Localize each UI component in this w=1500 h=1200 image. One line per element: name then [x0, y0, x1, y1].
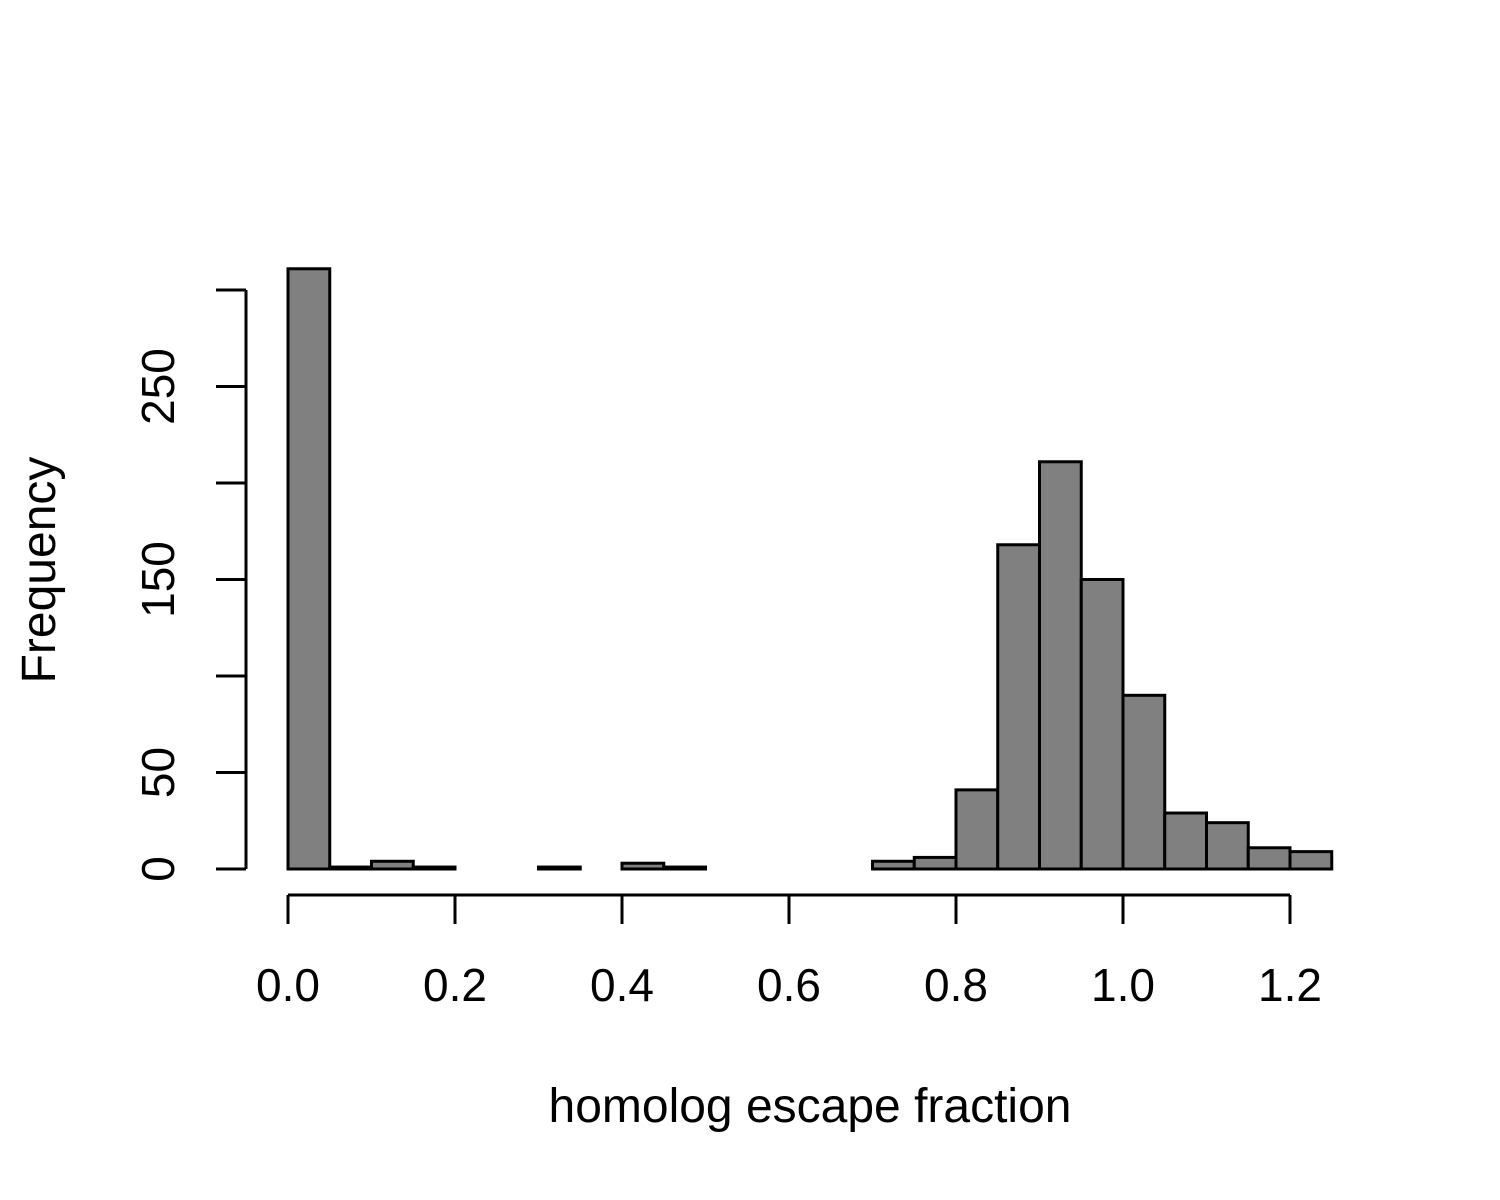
x-tick-label: 0.0	[256, 959, 320, 1011]
x-tick-label: 1.2	[1258, 959, 1322, 1011]
histogram-bar	[954, 788, 1000, 871]
bars-group	[286, 267, 1334, 871]
histogram-bar	[286, 267, 332, 871]
x-tick-label: 1.0	[1091, 959, 1155, 1011]
histogram-bar	[1163, 811, 1208, 871]
histogram-bar	[1121, 693, 1167, 871]
histogram-bar	[912, 855, 958, 871]
histogram-bar	[996, 543, 1041, 871]
y-tick-label: 50	[132, 747, 184, 798]
histogram-bar	[537, 865, 582, 871]
x-axis-title: homolog escape fraction	[549, 1080, 1072, 1133]
histogram-bar	[871, 859, 916, 871]
y-tick-label: 0	[132, 856, 184, 882]
y-tick-label: 250	[132, 348, 184, 425]
histogram-bar	[1205, 821, 1250, 871]
histogram-bar	[1246, 846, 1292, 871]
x-tick-label: 0.4	[590, 959, 654, 1011]
histogram-bar	[662, 865, 707, 871]
x-axis: 0.0 0.2 0.4 0.6 0.8 1.0 1.2	[256, 893, 1322, 1011]
y-axis: 0 50 150 250	[132, 288, 248, 882]
histogram-bar	[328, 865, 373, 871]
histogram-bar	[1038, 460, 1083, 871]
histogram-bar	[370, 859, 415, 871]
x-tick-label: 0.8	[924, 959, 988, 1011]
y-tick-label: 150	[132, 541, 184, 618]
y-axis-title: Frequency	[13, 457, 66, 684]
x-tick-label: 0.2	[423, 959, 487, 1011]
histogram-bar	[620, 861, 666, 871]
histogram-bar	[411, 865, 457, 871]
histogram-bar	[1288, 850, 1334, 871]
x-tick-label: 0.6	[757, 959, 821, 1011]
histogram-bar	[1079, 578, 1125, 871]
